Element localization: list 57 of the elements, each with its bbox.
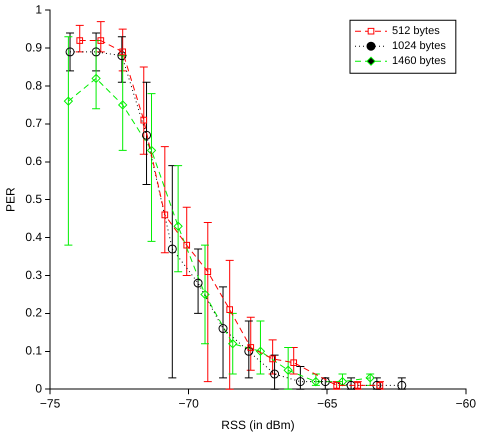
point [372, 380, 382, 390]
y-tick-label: 0.4 [25, 230, 42, 244]
point [218, 324, 228, 334]
point [194, 278, 203, 288]
point [92, 47, 101, 56]
point [228, 339, 238, 348]
point [142, 130, 152, 140]
point [346, 380, 356, 390]
y-tick-label: 0.1 [25, 344, 42, 358]
y-tick-label: 0.5 [25, 192, 42, 206]
point [270, 370, 280, 379]
point [118, 100, 128, 110]
point [168, 244, 177, 254]
point [147, 146, 156, 155]
point [290, 359, 298, 366]
point [226, 306, 234, 313]
x-axis-title: RSS (in dBm) [221, 418, 295, 432]
point [311, 377, 320, 386]
x-tick-label: −75 [40, 396, 61, 411]
legend-label: 1024 bytes [392, 40, 446, 52]
point [256, 346, 265, 356]
point [338, 377, 347, 386]
point [76, 37, 84, 44]
legend-label: 512 bytes [392, 25, 440, 38]
point [119, 48, 126, 56]
x-tick-label: −70 [178, 396, 200, 411]
point [117, 51, 126, 60]
point [174, 222, 183, 231]
point [92, 74, 101, 83]
point [204, 268, 212, 276]
point [97, 37, 104, 44]
y-tick-label: 1 [35, 2, 42, 17]
point [269, 356, 276, 362]
point [247, 344, 254, 351]
point [296, 377, 305, 386]
point [320, 377, 330, 386]
point [66, 47, 75, 56]
point [183, 242, 190, 249]
y-tick-label: 0.9 [25, 40, 42, 54]
point [162, 212, 168, 218]
point [244, 346, 254, 356]
point [64, 96, 73, 106]
point [366, 373, 375, 382]
x-tick-label: −60 [456, 396, 476, 411]
y-tick-label: 0.7 [25, 116, 42, 130]
x-tick-label: −65 [317, 396, 338, 411]
point [200, 290, 210, 299]
y-tick-label: 0.2 [25, 306, 42, 320]
y-tick-label: 0.8 [25, 78, 42, 92]
y-axis-title: PER [4, 187, 18, 212]
legend-label: 1460 bytes [392, 55, 446, 68]
point [284, 366, 293, 375]
point [397, 380, 406, 390]
point [140, 116, 148, 124]
y-tick-label: 0.6 [25, 154, 42, 168]
y-tick-label: 0.3 [25, 268, 42, 282]
y-tick-label: 0 [35, 382, 42, 396]
